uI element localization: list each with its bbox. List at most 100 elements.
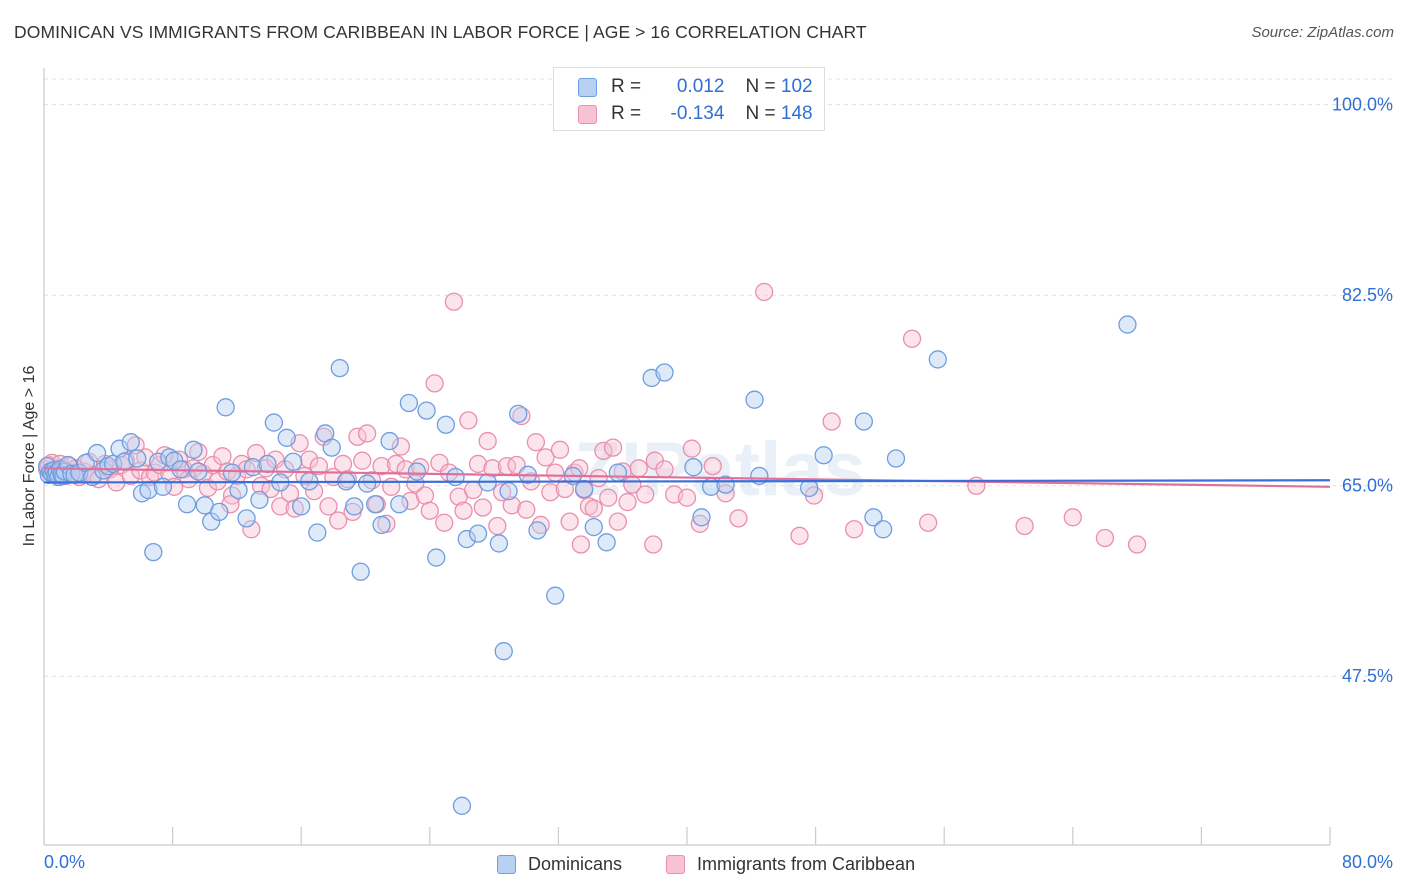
caribbean-point [415,486,435,505]
trend-line-dominicans [43,479,1331,484]
dominican-point [574,479,594,499]
caribbean-point [492,483,512,502]
caribbean-point [636,485,655,504]
dominican-point [128,449,147,468]
dominican-point [528,521,547,540]
caribbean-point [517,500,536,519]
legend-n-label: N = [745,103,776,124]
dominican-point [468,524,488,543]
bottom-legend-label: Immigrants from Caribbean [697,853,916,874]
dominican-point [457,529,476,549]
dominican-point [153,477,173,496]
caribbean-point [333,454,353,474]
caribbean-point [546,463,565,482]
bottom-legend-caribbean: Immigrants from Caribbean [666,852,915,876]
caribbean-point [444,292,464,311]
trend-lines [43,467,1331,488]
dominican-point [292,497,311,516]
dominican-point [216,398,235,417]
caribbean-point [488,516,507,536]
gridlines [44,78,1394,677]
caribbean-point [571,535,591,554]
y-tick-label: 82.5% [1342,285,1393,305]
dominican-point [222,463,242,482]
x-tick-label-min: 0.0% [44,852,86,872]
caribbean-point [468,454,488,474]
dominican-point [372,515,391,535]
dominican-point [597,533,616,552]
dominican-point [436,415,456,434]
caribbean-point [608,512,628,531]
dominican-point [390,495,409,514]
bottom-legend-swatch-pink [666,854,685,874]
legend-r-label: R = [611,76,642,97]
caribbean-point [584,499,603,518]
dominican-point [210,502,229,521]
dominican-point [864,508,883,527]
dominican-point [277,428,296,447]
dominican-point [264,413,284,432]
trend-line-caribbean [43,467,1331,488]
legend-r-value: 0.012 [676,76,725,97]
caribbean-point [1063,508,1082,527]
caribbean-point [703,456,722,476]
caribbean-point [353,451,372,470]
dominican-point [608,463,628,482]
caribbean-point [755,282,774,302]
dominican-point [308,523,327,542]
dominican-point [452,796,472,815]
dominican-point [357,474,377,493]
caribbean-point [242,520,261,539]
caribbean-point [459,411,478,430]
caribbean-point [261,479,280,499]
caribbean-point [536,448,555,467]
x-tick-label-max: 80.0% [1341,852,1393,872]
caribbean-point [247,443,266,463]
dominican-point [873,520,893,539]
caribbean-point [198,478,218,498]
caribbean-point [629,459,648,478]
caribbean-point [790,526,809,545]
caribbean-point [618,492,637,512]
dominican-point [546,586,565,605]
dominican-point [399,393,419,413]
caribbean-point [541,483,560,502]
bottom-legend-dominicans: Dominicans [497,852,622,876]
dominican-point [692,508,711,527]
caribbean-point [454,501,473,520]
legend-swatch-blue [578,77,597,97]
caribbean-point [655,460,674,479]
caribbean-point [372,456,391,476]
dominican-point [584,517,603,537]
caribbean-point [357,424,377,443]
caribbean-point [729,509,748,528]
source-label: Source: ZipAtlas.com [1251,24,1394,41]
dominican-point [250,490,269,510]
dominican-point [655,363,674,382]
dominican-point [322,438,341,457]
stats-legend: R = 0.012 N = 102 R = -0.134 N = 148 [553,67,825,131]
dominican-point [427,548,446,567]
dominican-point [1118,315,1137,334]
caribbean-point [348,427,367,446]
caribbean-point [845,520,864,539]
dominican-point [258,454,277,474]
dominican-point [509,404,528,424]
dominican-point [177,495,197,514]
caribbean-point [526,433,546,452]
legend-n-label: N = [745,76,776,97]
caribbean-point [1095,528,1115,548]
caribbean-point [319,497,338,516]
dominican-point [365,495,385,514]
dominican-point [684,458,703,477]
dominican-point [854,412,873,431]
series-dominicans-points [38,315,1137,815]
caribbean-point [483,459,502,478]
legend-n-value: 148 [780,103,813,124]
legend-n-value: 102 [780,76,813,97]
dominican-point [345,497,364,516]
dominican-point [144,542,163,562]
legend-swatch-pink [578,104,597,124]
caribbean-point [502,496,521,515]
dominican-point [814,446,833,465]
